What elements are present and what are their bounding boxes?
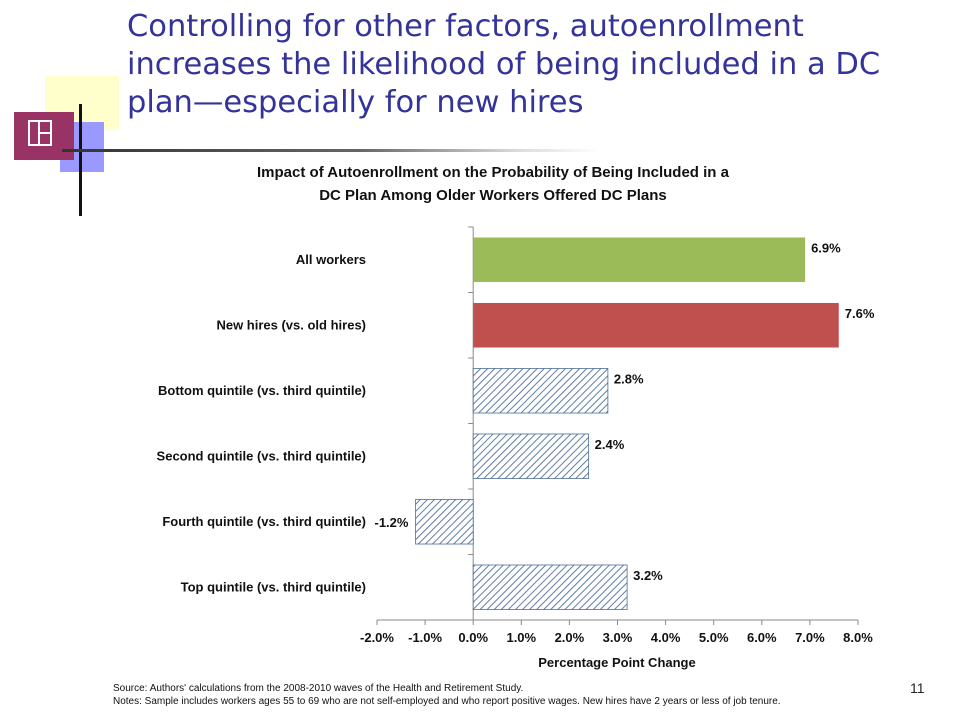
x-tick-label: 1.0% xyxy=(506,630,536,645)
footnotes: Source: Authors' calculations from the 2… xyxy=(113,682,781,708)
x-tick-label: -2.0% xyxy=(360,630,394,645)
x-tick-label: 2.0% xyxy=(555,630,585,645)
bar xyxy=(473,237,806,283)
chart-title-line-1: Impact of Autoenrollment on the Probabil… xyxy=(257,164,730,181)
data-label: 7.6% xyxy=(845,306,875,321)
data-label: 2.8% xyxy=(614,371,644,386)
slide-title: Controlling for other factors, autoenrol… xyxy=(127,9,881,120)
chart-title-line-2: DC Plan Among Older Workers Offered DC P… xyxy=(319,187,667,204)
category-label: New hires (vs. old hires) xyxy=(216,317,366,332)
deco-white-box-hline xyxy=(38,132,52,134)
sample-note: Notes: Sample includes workers ages 55 t… xyxy=(113,696,781,707)
x-tick-label: 8.0% xyxy=(843,630,873,645)
category-label: Top quintile (vs. third quintile) xyxy=(181,579,366,594)
x-tick-label: 7.0% xyxy=(795,630,825,645)
data-label: 3.2% xyxy=(633,568,663,583)
category-label: Fourth quintile (vs. third quintile) xyxy=(162,514,366,529)
category-label: Second quintile (vs. third quintile) xyxy=(157,448,366,463)
x-tick-label: 4.0% xyxy=(651,630,681,645)
bar xyxy=(473,302,839,348)
page-number: 11 xyxy=(910,680,925,696)
deco-horizontal-line xyxy=(62,149,602,152)
deco-vertical-line xyxy=(79,104,82,216)
x-tick-label: 3.0% xyxy=(603,630,633,645)
x-tick-label: 6.0% xyxy=(747,630,777,645)
source-note: Source: Authors' calculations from the 2… xyxy=(113,683,524,694)
x-axis-title: Percentage Point Change xyxy=(538,655,695,670)
x-tick-label: -1.0% xyxy=(408,630,442,645)
bar xyxy=(472,368,609,414)
data-label: -1.2% xyxy=(375,515,409,530)
bar xyxy=(472,433,590,479)
category-label: All workers xyxy=(296,252,366,267)
x-tick-label: 0.0% xyxy=(458,630,488,645)
data-label: 2.4% xyxy=(595,437,625,452)
bar xyxy=(415,499,474,545)
bar-chart: Impact of Autoenrollment on the Probabil… xyxy=(157,164,875,670)
x-tick-label: 5.0% xyxy=(699,630,729,645)
category-label: Bottom quintile (vs. third quintile) xyxy=(158,383,366,398)
data-label: 6.9% xyxy=(811,240,841,255)
plot-area: All workers 6.9% New hires (vs. old hires)… xyxy=(157,226,875,645)
bar xyxy=(472,564,628,610)
